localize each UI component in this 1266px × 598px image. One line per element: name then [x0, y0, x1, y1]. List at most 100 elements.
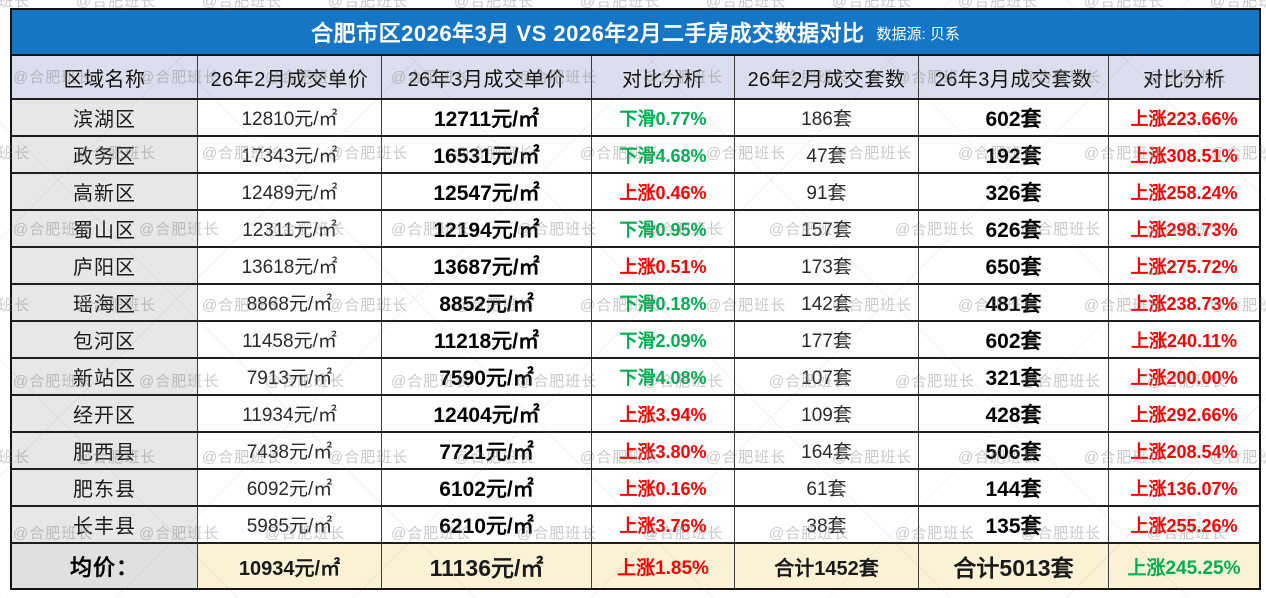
units-change-cell: 上涨255.26% — [1108, 507, 1259, 542]
column-header-mar-units: 26年3月成交套数 — [918, 56, 1108, 98]
housing-data-table: 合肥市区2026年3月 VS 2026年2月二手房成交数据对比 数据源: 贝系 … — [10, 8, 1261, 590]
mar-price-cell: 6210元/㎡ — [381, 507, 591, 542]
district-cell: 瑶海区 — [12, 285, 197, 320]
mar-price-cell: 12404元/㎡ — [381, 396, 591, 431]
feb-units-cell: 173套 — [734, 248, 918, 283]
feb-price-cell: 5985元/㎡ — [197, 507, 381, 542]
price-change-cell: 下滑4.68% — [591, 137, 734, 172]
feb-units-cell: 109套 — [734, 396, 918, 431]
mar-units-cell: 602套 — [918, 322, 1108, 357]
mar-units-cell: 602套 — [918, 100, 1108, 135]
district-cell: 经开区 — [12, 396, 197, 431]
units-change-cell: 上涨275.72% — [1108, 248, 1259, 283]
footer-mar-total-units: 合计5013套 — [918, 544, 1108, 588]
units-change-cell: 上涨208.54% — [1108, 433, 1259, 468]
mar-price-cell: 12547元/㎡ — [381, 174, 591, 209]
feb-units-cell: 157套 — [734, 211, 918, 246]
feb-units-cell: 61套 — [734, 470, 918, 505]
district-cell: 肥东县 — [12, 470, 197, 505]
price-change-cell: 下滑0.95% — [591, 211, 734, 246]
table-row: 新站区 7913元/㎡ 7590元/㎡ 下滑4.08% 107套 321套 上涨200.00… — [12, 357, 1259, 394]
district-cell: 新站区 — [12, 359, 197, 394]
units-change-cell: 上涨292.66% — [1108, 396, 1259, 431]
price-change-cell: 上涨0.46% — [591, 174, 734, 209]
feb-price-cell: 7438元/㎡ — [197, 433, 381, 468]
column-header-mar-price: 26年3月成交单价 — [381, 56, 591, 98]
feb-price-cell: 17343元/㎡ — [197, 137, 381, 172]
price-change-cell: 下滑0.77% — [591, 100, 734, 135]
feb-units-cell: 91套 — [734, 174, 918, 209]
mar-price-cell: 12194元/㎡ — [381, 211, 591, 246]
mar-units-cell: 326套 — [918, 174, 1108, 209]
table-row: 滨湖区 12810元/㎡ 12711元/㎡ 下滑0.77% 186套 602套 上涨223.… — [12, 98, 1259, 135]
district-cell: 蜀山区 — [12, 211, 197, 246]
table-row: 政务区 17343元/㎡ 16531元/㎡ 下滑4.68% 47套 192套 上涨308.5… — [12, 135, 1259, 172]
table-row: 肥东县 6092元/㎡ 6102元/㎡ 上涨0.16% 61套 144套 上涨136.07% — [12, 468, 1259, 505]
feb-units-cell: 47套 — [734, 137, 918, 172]
mar-price-cell: 8852元/㎡ — [381, 285, 591, 320]
price-change-cell: 下滑2.09% — [591, 322, 734, 357]
footer-feb-avg-price: 10934元/㎡ — [197, 544, 381, 588]
column-header-region-name: 区域名称 — [63, 68, 146, 91]
footer-mar-avg-price: 11136元/㎡ — [381, 544, 591, 588]
feb-units-cell: 164套 — [734, 433, 918, 468]
units-change-cell: 上涨308.51% — [1108, 137, 1259, 172]
district-cell: 包河区 — [12, 322, 197, 357]
footer-feb-total-units: 合计1452套 — [734, 544, 918, 588]
mar-price-cell: 6102元/㎡ — [381, 470, 591, 505]
mar-units-cell: 135套 — [918, 507, 1108, 542]
header-row: 区域名称 26年2月成交单价 26年3月成交单价 对比分析 26年2月成交套数 … — [12, 56, 1259, 98]
column-header-units-comparison: 对比分析 — [1108, 56, 1259, 98]
feb-price-cell: 12489元/㎡ — [197, 174, 381, 209]
price-change-cell: 上涨0.51% — [591, 248, 734, 283]
table-row: 经开区 11934元/㎡ 12404元/㎡ 上涨3.94% 109套 428套 上涨292.… — [12, 394, 1259, 431]
table-body: 滨湖区 12810元/㎡ 12711元/㎡ 下滑0.77% 186套 602套 上涨223.… — [12, 98, 1259, 542]
units-change-cell: 上涨136.07% — [1108, 470, 1259, 505]
units-change-cell: 上涨238.73% — [1108, 285, 1259, 320]
price-change-cell: 上涨0.16% — [591, 470, 734, 505]
table-row: 长丰县 5985元/㎡ 6210元/㎡ 上涨3.76% 38套 135套 上涨255.26% — [12, 505, 1259, 542]
mar-price-cell: 13687元/㎡ — [381, 248, 591, 283]
district-cell: 庐阳区 — [12, 248, 197, 283]
mar-units-cell: 144套 — [918, 470, 1108, 505]
table-row: 蜀山区 12311元/㎡ 12194元/㎡ 下滑0.95% 157套 626套 上涨298.… — [12, 209, 1259, 246]
feb-price-cell: 12810元/㎡ — [197, 100, 381, 135]
feb-price-cell: 12311元/㎡ — [197, 211, 381, 246]
table-row: 肥西县 7438元/㎡ 7721元/㎡ 上涨3.80% 164套 506套 上涨208.54… — [12, 431, 1259, 468]
data-source-label: 数据源: 贝系 — [876, 26, 960, 43]
column-header-feb-price: 26年2月成交单价 — [197, 56, 381, 98]
feb-units-cell: 177套 — [734, 322, 918, 357]
average-price-label: 均价： — [12, 544, 197, 588]
table-row: 瑶海区 8868元/㎡ 8852元/㎡ 下滑0.18% 142套 481套 上涨238.73… — [12, 283, 1259, 320]
mar-units-cell: 506套 — [918, 433, 1108, 468]
district-cell: 高新区 — [12, 174, 197, 209]
mar-units-cell: 650套 — [918, 248, 1108, 283]
feb-units-cell: 142套 — [734, 285, 918, 320]
units-change-cell: 上涨298.73% — [1108, 211, 1259, 246]
district-cell: 长丰县 — [12, 507, 197, 542]
price-change-cell: 上涨3.76% — [591, 507, 734, 542]
footer-price-change: 上涨1.85% — [591, 544, 734, 588]
mar-price-cell: 11218元/㎡ — [381, 322, 591, 357]
feb-price-cell: 6092元/㎡ — [197, 470, 381, 505]
mar-units-cell: 321套 — [918, 359, 1108, 394]
column-header-feb-units: 26年2月成交套数 — [734, 56, 918, 98]
mar-price-cell: 16531元/㎡ — [381, 137, 591, 172]
feb-price-cell: 11458元/㎡ — [197, 322, 381, 357]
feb-price-cell: 11934元/㎡ — [197, 396, 381, 431]
district-cell: 肥西县 — [12, 433, 197, 468]
feb-price-cell: 13618元/㎡ — [197, 248, 381, 283]
district-cell: 滨湖区 — [12, 100, 197, 135]
price-change-cell: 下滑4.08% — [591, 359, 734, 394]
price-change-cell: 上涨3.80% — [591, 433, 734, 468]
price-change-cell: 上涨3.94% — [591, 396, 734, 431]
column-header-price-comparison: 对比分析 — [591, 56, 734, 98]
district-cell: 政务区 — [12, 137, 197, 172]
price-change-cell: 下滑0.18% — [591, 285, 734, 320]
footer-units-change: 上涨245.25% — [1108, 544, 1259, 588]
feb-units-cell: 107套 — [734, 359, 918, 394]
mar-units-cell: 428套 — [918, 396, 1108, 431]
feb-price-cell: 7913元/㎡ — [197, 359, 381, 394]
units-change-cell: 上涨240.11% — [1108, 322, 1259, 357]
